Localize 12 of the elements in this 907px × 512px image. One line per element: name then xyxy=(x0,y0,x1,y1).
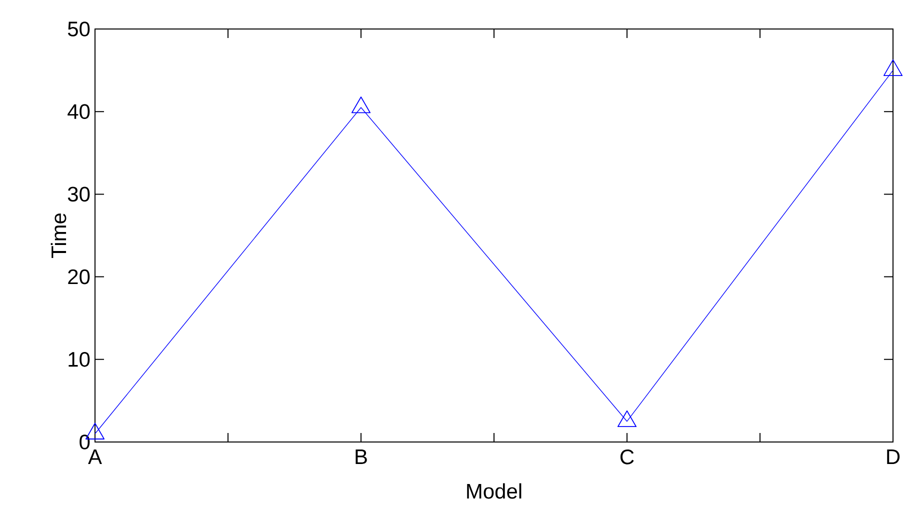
x-tick-label: A xyxy=(88,450,102,464)
y-axis-title: Time xyxy=(50,213,66,258)
y-tick-label: 40 xyxy=(68,104,90,120)
y-tick-label: 30 xyxy=(68,186,90,202)
y-tick-label: 0 xyxy=(80,434,90,450)
y-tick-label: 50 xyxy=(68,22,90,36)
x-tick-label: B xyxy=(356,450,367,464)
x-tick-label: D xyxy=(887,450,900,464)
y-tick-label: 20 xyxy=(68,269,90,284)
x-tick-label: C xyxy=(620,450,634,464)
x-axis-title: Model xyxy=(467,483,522,499)
y-tick-label: 10 xyxy=(68,352,90,367)
